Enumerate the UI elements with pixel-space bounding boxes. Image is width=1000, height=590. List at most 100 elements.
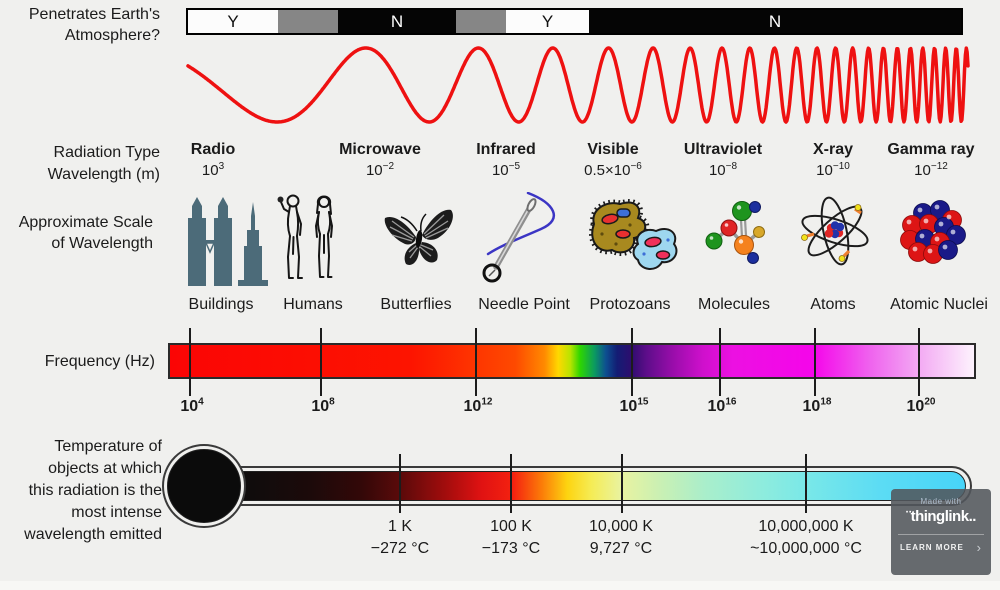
frequency-tick-label: 1020 [906,396,936,415]
scale-label-humans: Humans [283,296,343,313]
temperature-label-line: Temperature of [54,438,162,455]
em-wave-line [186,46,970,124]
temperature-row-label: Temperature of objects at which this rad… [0,436,162,546]
frequency-tick [814,328,816,396]
frequency-tick-label: 1012 [463,396,493,415]
penetration-segment-partial [456,10,506,33]
frequency-tick [631,328,633,396]
radiation-type-name: Visible [587,141,639,158]
radiation-type-name: Radio [190,141,236,158]
wavelength-value: 10−12 [914,161,948,179]
column-gamma: Gamma ray 10−12 [866,141,996,179]
penetration-segment-partial [278,10,338,33]
frequency-tick [320,328,322,396]
frequency-tick [475,328,477,396]
temperature-label-line: this radiation is the [28,482,162,499]
atmosphere-question-label: Penetrates Earth's Atmosphere? [0,4,160,46]
radiation-type-label: Radiation Type [53,144,160,161]
atmosphere-question-line1: Penetrates Earth's [28,6,160,23]
learn-more-button[interactable]: LEARN MORE › [900,539,982,555]
temperature-celsius: −272 °C [370,540,430,557]
temperature-label-line: most intense [71,504,162,521]
frequency-tick-label: 1015 [619,396,649,415]
temperature-label-line: objects at which [48,460,162,477]
frequency-tick-label: 1018 [802,396,832,415]
temperature-tick [621,454,623,513]
wavelength-value: 10−8 [708,161,738,179]
bottom-strip [0,581,1000,590]
scale-label-atomic-nuclei: Atomic Nuclei [890,296,988,313]
frequency-tick-label: 108 [311,396,335,415]
wavelength-row-label: Wavelength (m) [47,166,160,183]
protozoans-icon [589,199,678,270]
temperature-tick-label: 100 K −173 °C [416,516,606,560]
frequency-tick [189,328,191,396]
wavelength-value: 0.5×10−6 [584,161,642,179]
scale-label-needle-point: Needle Point [478,296,570,313]
approximate-scale-label: Approximate Scale of Wavelength [0,212,153,254]
column-infrared: Infrared 10−5 [441,141,571,179]
wavelength-value: 103 [201,161,225,179]
scale-label-molecules: Molecules [697,296,771,313]
learn-more-label: LEARN MORE [900,543,964,552]
butterflies-icon [384,209,453,265]
buildings-icon [188,197,268,286]
temperature-tick [399,454,401,513]
penetration-segment-no: N [338,10,456,33]
penetration-segment-yes: Y [506,10,589,33]
segment-label: N [768,11,782,31]
temperature-label-line: wavelength emitted [24,526,162,543]
column-visible: Visible 0.5×10−6 [548,141,678,179]
badge-made-with: Made with [920,497,962,506]
radiation-type-name: Gamma ray [887,141,975,158]
humans-icon [277,194,333,279]
scale-label-protozoans: Protozoans [589,296,671,313]
molecules-icon [705,201,765,264]
temperature-tick [805,454,807,513]
temperature-tick-label: 10,000 K 9,727 °C [526,516,716,560]
frequency-tick-label: 104 [180,396,204,415]
penetration-segment-no: N [589,10,961,33]
atomic-nuclei-icon [900,200,966,264]
approximate-scale-line1: Approximate Scale [18,214,153,231]
atmosphere-question-line2: Atmosphere? [64,27,160,44]
chevron-right-icon: › [976,539,982,555]
frequency-tick-label: 1016 [707,396,737,415]
temperature-celsius: −173 °C [481,540,541,557]
penetration-segment-yes: Y [188,10,278,33]
scale-label-buildings: Buildings [188,296,254,313]
badge-divider [898,534,984,535]
em-wave [186,46,970,124]
temperature-celsius: ~10,000,000 °C [750,540,862,557]
radiation-type-row-label: Radiation Type Wavelength (m) [0,142,160,185]
radiation-type-name: Infrared [476,141,536,158]
wavelength-value: 10−10 [816,161,850,179]
segment-label: Y [227,11,239,31]
temperature-kelvin: 100 K [490,518,532,535]
frequency-tick [719,328,721,396]
wavelength-value: 10−2 [365,161,395,179]
atmosphere-penetration-bar: Y N Y N [186,8,963,35]
temperature-tick [510,454,512,513]
thinglink-badge[interactable]: Made with ¨thinglink.. LEARN MORE › [891,489,991,575]
radiation-type-name: X-ray [812,141,854,158]
column-radio: Radio 103 [148,141,278,179]
column-microwave: Microwave 10−2 [315,141,445,179]
temperature-tick-label: 1 K −272 °C [305,516,495,560]
frequency-row-label: Frequency (Hz) [44,353,155,370]
temperature-celsius: 9,727 °C [589,540,653,557]
column-xray: X-ray 10−10 [768,141,898,179]
scale-label-butterflies: Butterflies [380,296,452,313]
thermometer-bulb [167,449,241,523]
frequency-spectrum-bar [168,343,976,379]
thinglink-logo: ¨thinglink.. [906,508,976,525]
segment-label: N [390,11,404,31]
temperature-tick-label: 10,000,000 K ~10,000,000 °C [711,516,901,560]
approximate-scale-line2: of Wavelength [51,235,153,252]
scale-label-atoms: Atoms [810,296,856,313]
temperature-kelvin: 10,000,000 K [758,518,854,535]
needle-point-icon [482,192,555,283]
atoms-icon [801,196,869,266]
frequency-tick [918,328,920,396]
